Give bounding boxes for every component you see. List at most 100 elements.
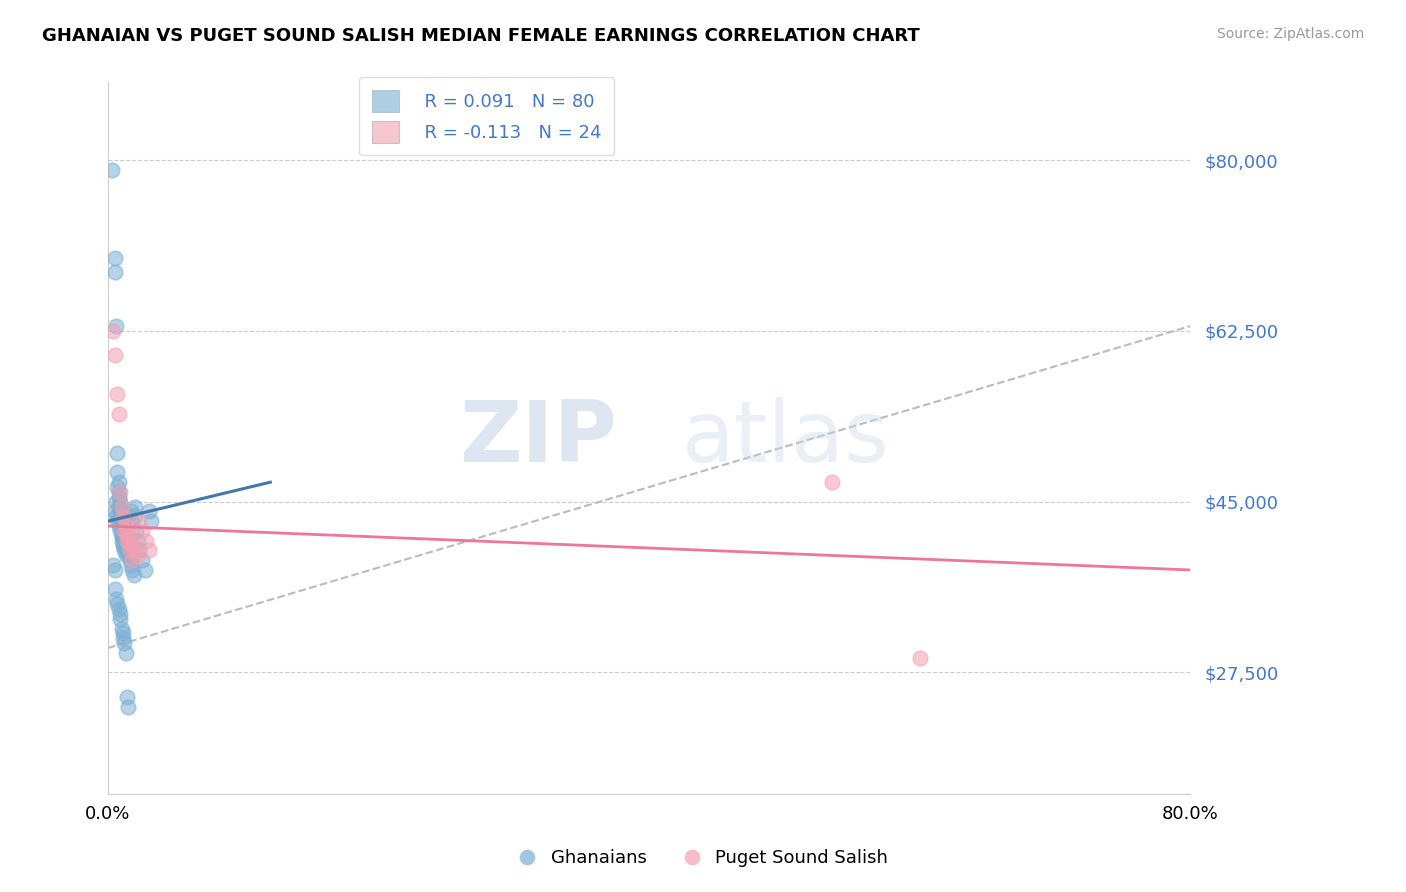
Point <box>120 558 142 573</box>
Legend:   R = 0.091   N = 80,   R = -0.113   N = 24: R = 0.091 N = 80, R = -0.113 N = 24 <box>359 77 614 155</box>
Text: ZIP: ZIP <box>458 397 617 480</box>
Point <box>118 543 141 558</box>
Point <box>105 494 128 508</box>
Point <box>108 509 131 524</box>
Point <box>104 563 127 577</box>
Point <box>135 533 157 548</box>
Point <box>108 490 131 504</box>
Point <box>125 524 148 538</box>
Point <box>131 553 153 567</box>
Point <box>104 504 127 518</box>
Point <box>117 549 139 563</box>
Point <box>107 480 129 494</box>
Point <box>128 543 150 558</box>
Point <box>127 533 149 548</box>
Point <box>111 509 134 524</box>
Point <box>121 539 143 553</box>
Point <box>110 504 132 518</box>
Point <box>112 533 135 548</box>
Point <box>121 563 143 577</box>
Point <box>112 539 135 553</box>
Point <box>117 529 139 543</box>
Point <box>134 563 156 577</box>
Point <box>138 504 160 518</box>
Point <box>110 524 132 538</box>
Point <box>127 549 149 563</box>
Point <box>104 265 127 279</box>
Point <box>108 607 131 621</box>
Point <box>111 524 134 538</box>
Point <box>112 543 135 558</box>
Point <box>112 524 135 538</box>
Point <box>121 553 143 567</box>
Point <box>124 500 146 514</box>
Point <box>114 539 136 553</box>
Point <box>114 519 136 533</box>
Point <box>112 529 135 543</box>
Point <box>108 612 131 626</box>
Point <box>110 529 132 543</box>
Point <box>107 446 129 460</box>
Point <box>108 500 131 514</box>
Point <box>124 509 146 524</box>
Point <box>107 514 129 528</box>
Point <box>108 475 131 490</box>
Point <box>821 475 844 490</box>
Point <box>108 602 131 616</box>
Point <box>908 650 931 665</box>
Point <box>114 543 136 558</box>
Point <box>112 524 135 538</box>
Point <box>111 529 134 543</box>
Point <box>107 466 129 480</box>
Point <box>110 509 132 524</box>
Point <box>138 543 160 558</box>
Point <box>121 514 143 528</box>
Point <box>114 533 136 548</box>
Point <box>115 533 138 548</box>
Point <box>128 514 150 528</box>
Point <box>131 524 153 538</box>
Point <box>107 597 129 611</box>
Point <box>104 582 127 597</box>
Point <box>141 514 163 528</box>
Point <box>108 484 131 499</box>
Point <box>108 504 131 518</box>
Point <box>115 690 138 704</box>
Text: atlas: atlas <box>682 397 890 480</box>
Point <box>104 251 127 265</box>
Point <box>105 319 128 334</box>
Point <box>122 567 145 582</box>
Point <box>117 509 139 524</box>
Point <box>110 519 132 533</box>
Point <box>108 514 131 528</box>
Point <box>114 549 136 563</box>
Legend: Ghanaians, Puget Sound Salish: Ghanaians, Puget Sound Salish <box>510 842 896 874</box>
Point <box>120 504 142 518</box>
Point <box>118 553 141 567</box>
Point <box>124 543 146 558</box>
Point <box>111 626 134 640</box>
Point <box>110 500 132 514</box>
Point <box>114 529 136 543</box>
Point <box>105 592 128 607</box>
Point <box>112 636 135 650</box>
Point <box>110 514 132 528</box>
Point <box>110 622 132 636</box>
Point <box>115 539 138 553</box>
Point <box>111 514 134 528</box>
Point <box>104 348 127 362</box>
Point <box>111 533 134 548</box>
Point <box>108 494 131 508</box>
Point <box>118 543 141 558</box>
Text: Source: ZipAtlas.com: Source: ZipAtlas.com <box>1216 27 1364 41</box>
Point <box>108 524 131 538</box>
Point <box>111 539 134 553</box>
Point <box>103 558 125 573</box>
Point <box>118 533 141 548</box>
Point <box>107 387 129 401</box>
Point <box>105 509 128 524</box>
Point <box>108 519 131 533</box>
Point <box>117 543 139 558</box>
Point <box>110 533 132 548</box>
Point <box>117 699 139 714</box>
